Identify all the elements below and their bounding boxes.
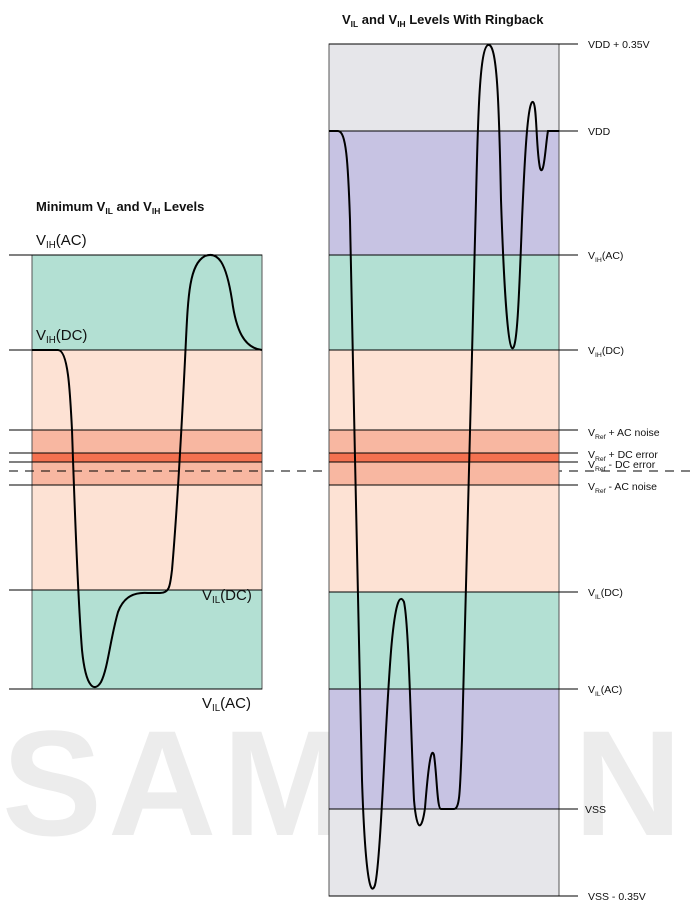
left-label-vil-ac: VIL(AC) <box>202 695 251 714</box>
left-waveform <box>32 253 263 688</box>
right-label-vdd: VDD <box>588 126 611 138</box>
left-label-vil-dc: VIL(DC) <box>202 587 252 606</box>
right-band-gray-top <box>329 44 559 131</box>
right-band-lavender-top <box>329 131 559 255</box>
right-label-vil-ac: VIL(AC) <box>588 684 622 698</box>
right-title: VIL and VIH Levels With Ringback <box>342 12 544 29</box>
right-label-vref-dc-err-lo: VRef - DC error <box>588 459 656 473</box>
right-band-vil-ac <box>329 592 559 689</box>
left-band-ac-noise-hi <box>32 430 262 453</box>
left-label-vih-dc: VIH(DC) <box>36 327 87 346</box>
right-diagram: VIL and VIH Levels With Ringback VDD + 0… <box>328 12 660 903</box>
right-waveform <box>329 44 559 890</box>
right-band-vih-ac <box>329 255 559 350</box>
right-label-vss-minus: VSS - 0.35V <box>588 891 646 903</box>
left-band-lower-margin <box>32 485 262 590</box>
left-band-ac-noise-lo-real <box>32 462 262 485</box>
right-label-vref-dc-err-hi: VRef + DC error <box>588 449 658 463</box>
right-band-gray-bottom <box>329 809 559 896</box>
right-label-vdd-plus: VDD + 0.35V <box>588 39 650 51</box>
left-title: Minimum VIL and VIH Levels <box>36 199 204 216</box>
right-label-vref-ac-noise-hi: VRef + AC noise <box>588 427 660 441</box>
right-label-vss: VSS <box>585 804 606 816</box>
left-band-vih-ac <box>32 255 262 350</box>
right-band-lavender-bottom <box>329 689 559 809</box>
left-diagram: Minimum VIL and VIH Levels VIH(AC) VIH(D… <box>9 199 263 714</box>
right-label-vil-dc: VIL(DC) <box>588 587 623 601</box>
right-band-ac-noise-lo <box>329 462 559 485</box>
right-label-vih-ac: VIH(AC) <box>588 250 623 264</box>
right-band-ac-noise-hi <box>329 430 559 453</box>
left-label-vih-ac: VIH(AC) <box>36 232 87 251</box>
right-band-lower-margin <box>329 485 559 592</box>
right-label-vih-dc: VIH(DC) <box>588 345 624 359</box>
right-band-upper-margin <box>329 350 559 430</box>
right-label-vref-ac-noise-lo: VRef - AC noise <box>588 481 657 495</box>
left-band-vil-ac <box>32 590 262 689</box>
